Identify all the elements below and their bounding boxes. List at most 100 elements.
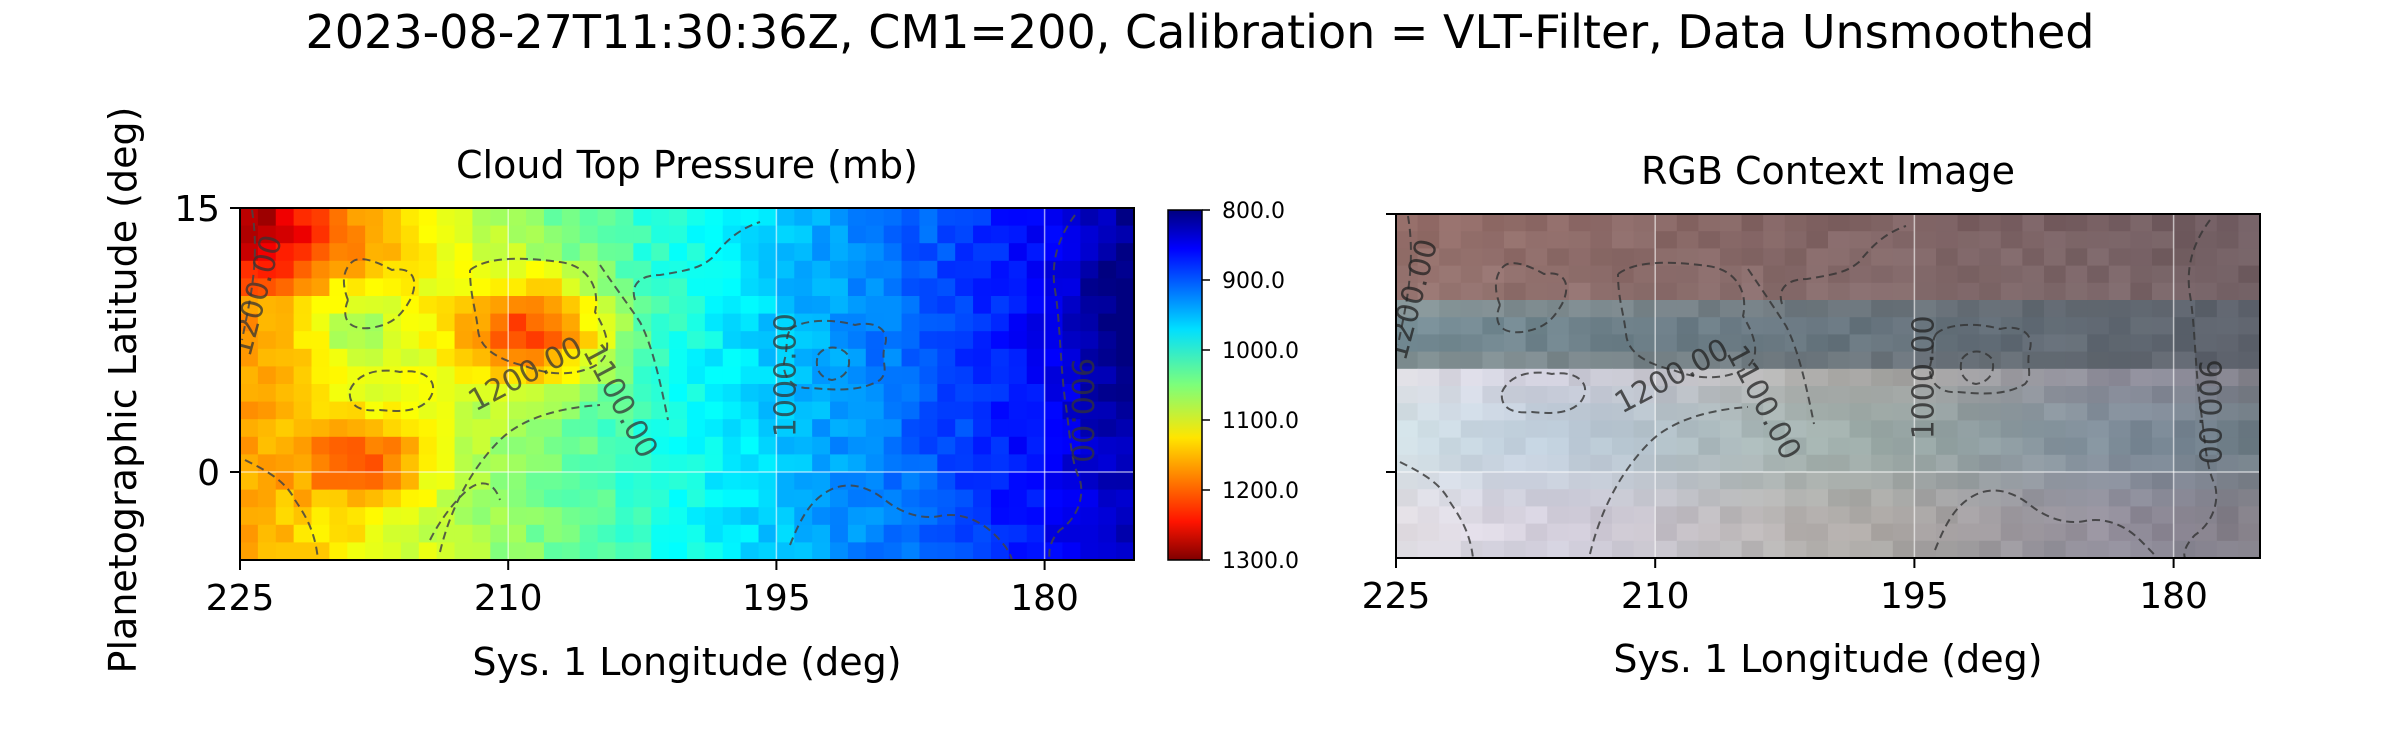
rgb-pixel bbox=[1417, 489, 1440, 507]
heatmap-cell bbox=[1116, 436, 1134, 455]
heatmap-cell bbox=[865, 384, 885, 403]
rgb-pixel bbox=[1806, 489, 1829, 507]
heatmap-cell bbox=[812, 260, 831, 279]
rgb-pixel bbox=[1741, 489, 1764, 507]
rgb-pixel bbox=[1460, 317, 1483, 335]
rgb-pixel bbox=[2173, 317, 2196, 335]
rgb-pixel bbox=[1633, 472, 1656, 490]
heatmap-cell bbox=[990, 542, 1010, 560]
heatmap-cell bbox=[812, 243, 831, 262]
rgb-pixel bbox=[1460, 506, 1483, 525]
heatmap-cell bbox=[1026, 436, 1046, 455]
rgb-pixel bbox=[1828, 540, 1851, 558]
rgb-pixel bbox=[1979, 523, 2002, 542]
rgb-pixel bbox=[2065, 454, 2088, 473]
rgb-pixel bbox=[1590, 282, 1613, 301]
heatmap-cell bbox=[901, 542, 921, 560]
heatmap-cell bbox=[1098, 384, 1117, 403]
rgb-pixel bbox=[1914, 437, 1937, 456]
rgb-pixel bbox=[1612, 506, 1635, 525]
rgb-pixel bbox=[1547, 317, 1570, 335]
heatmap-cell bbox=[758, 507, 777, 526]
rgb-pixel bbox=[1633, 386, 1656, 404]
rgb-pixel bbox=[1892, 317, 1915, 335]
heatmap-cell bbox=[794, 454, 813, 473]
pressure-heatmap bbox=[240, 208, 1134, 560]
heatmap-cell bbox=[937, 472, 956, 491]
rgb-pixel bbox=[2108, 472, 2131, 490]
heatmap-cell bbox=[597, 384, 617, 403]
heatmap-cell bbox=[1008, 384, 1028, 403]
heatmap-cell bbox=[722, 331, 742, 350]
rgb-pixel bbox=[1547, 282, 1570, 301]
rgb-pixel bbox=[1957, 368, 1980, 387]
rgb-pixel bbox=[1784, 386, 1807, 404]
rgb-pixel bbox=[1460, 489, 1483, 507]
rgb-pixel bbox=[2065, 523, 2088, 542]
heatmap-cell bbox=[597, 331, 617, 350]
rgb-pixel bbox=[1676, 214, 1699, 232]
heatmap-cell bbox=[490, 472, 509, 491]
heatmap-cell bbox=[400, 331, 420, 350]
rgb-pixel bbox=[1676, 368, 1699, 387]
rgb-pixel bbox=[1460, 214, 1483, 232]
heatmap-cell bbox=[955, 419, 974, 438]
heatmap-cell bbox=[704, 225, 724, 244]
rgb-pixel bbox=[1849, 231, 1872, 249]
rgb-pixel bbox=[1871, 282, 1894, 301]
rgb-pixel bbox=[1720, 248, 1743, 267]
rgb-pixel bbox=[2087, 300, 2110, 318]
heatmap-cell bbox=[776, 419, 795, 438]
heatmap-cell bbox=[687, 401, 706, 420]
rgb-pixel bbox=[1504, 420, 1527, 439]
heatmap-cell bbox=[1044, 296, 1064, 315]
heatmap-cell bbox=[990, 296, 1010, 315]
rgb-pixel bbox=[2108, 231, 2131, 249]
rgb-pixel bbox=[1849, 489, 1872, 507]
rgb-pixel bbox=[1655, 472, 1678, 490]
heatmap-cell bbox=[704, 278, 724, 297]
rgb-pixel bbox=[1568, 420, 1591, 439]
rgb-pixel bbox=[1784, 472, 1807, 490]
rgb-pixel bbox=[2216, 403, 2239, 421]
heatmap-cell bbox=[865, 524, 885, 543]
heatmap-cell bbox=[669, 366, 688, 385]
rgb-pixel bbox=[1806, 351, 1829, 370]
heatmap-cell bbox=[651, 313, 670, 332]
heatmap-cell bbox=[937, 366, 956, 385]
rgb-pixel bbox=[2152, 454, 2175, 473]
rgb-pixel bbox=[2065, 351, 2088, 370]
heatmap-cell bbox=[1080, 384, 1099, 403]
rgb-pixel bbox=[1936, 231, 1959, 249]
pressure-grid bbox=[240, 208, 1134, 560]
rgb-pixel bbox=[1482, 454, 1505, 473]
heatmap-cell bbox=[275, 348, 295, 367]
heatmap-cell bbox=[633, 278, 652, 297]
rgb-pixel bbox=[1676, 386, 1699, 404]
heatmap-cell bbox=[293, 208, 313, 227]
heatmap-cell bbox=[776, 384, 795, 403]
heatmap-cell bbox=[865, 542, 885, 560]
rgb-pixel bbox=[2238, 368, 2260, 387]
heatmap-cell bbox=[240, 208, 259, 227]
heatmap-cell bbox=[257, 313, 277, 332]
rgb-pixel bbox=[1525, 386, 1548, 404]
heatmap-cell bbox=[311, 296, 330, 315]
heatmap-cell bbox=[597, 419, 617, 438]
heatmap-cell bbox=[669, 313, 688, 332]
rgb-pixel bbox=[1806, 214, 1829, 232]
rgb-pixel bbox=[2195, 351, 2218, 370]
heatmap-cell bbox=[901, 489, 921, 508]
heatmap-cell bbox=[329, 225, 348, 244]
heatmap-cell bbox=[1062, 260, 1081, 279]
heatmap-cell bbox=[454, 260, 474, 279]
heatmap-cell bbox=[687, 278, 706, 297]
heatmap-cell bbox=[275, 225, 295, 244]
rgb-pixel bbox=[1655, 214, 1678, 232]
rgb-pixel bbox=[1460, 523, 1483, 542]
rgb-pixel bbox=[1417, 472, 1440, 490]
rgb-pixel bbox=[2216, 214, 2239, 232]
rgb-pixel bbox=[1417, 248, 1440, 267]
pressure-chart-title: Cloud Top Pressure (mb) bbox=[456, 143, 918, 187]
rgb-pixel bbox=[1871, 523, 1894, 542]
